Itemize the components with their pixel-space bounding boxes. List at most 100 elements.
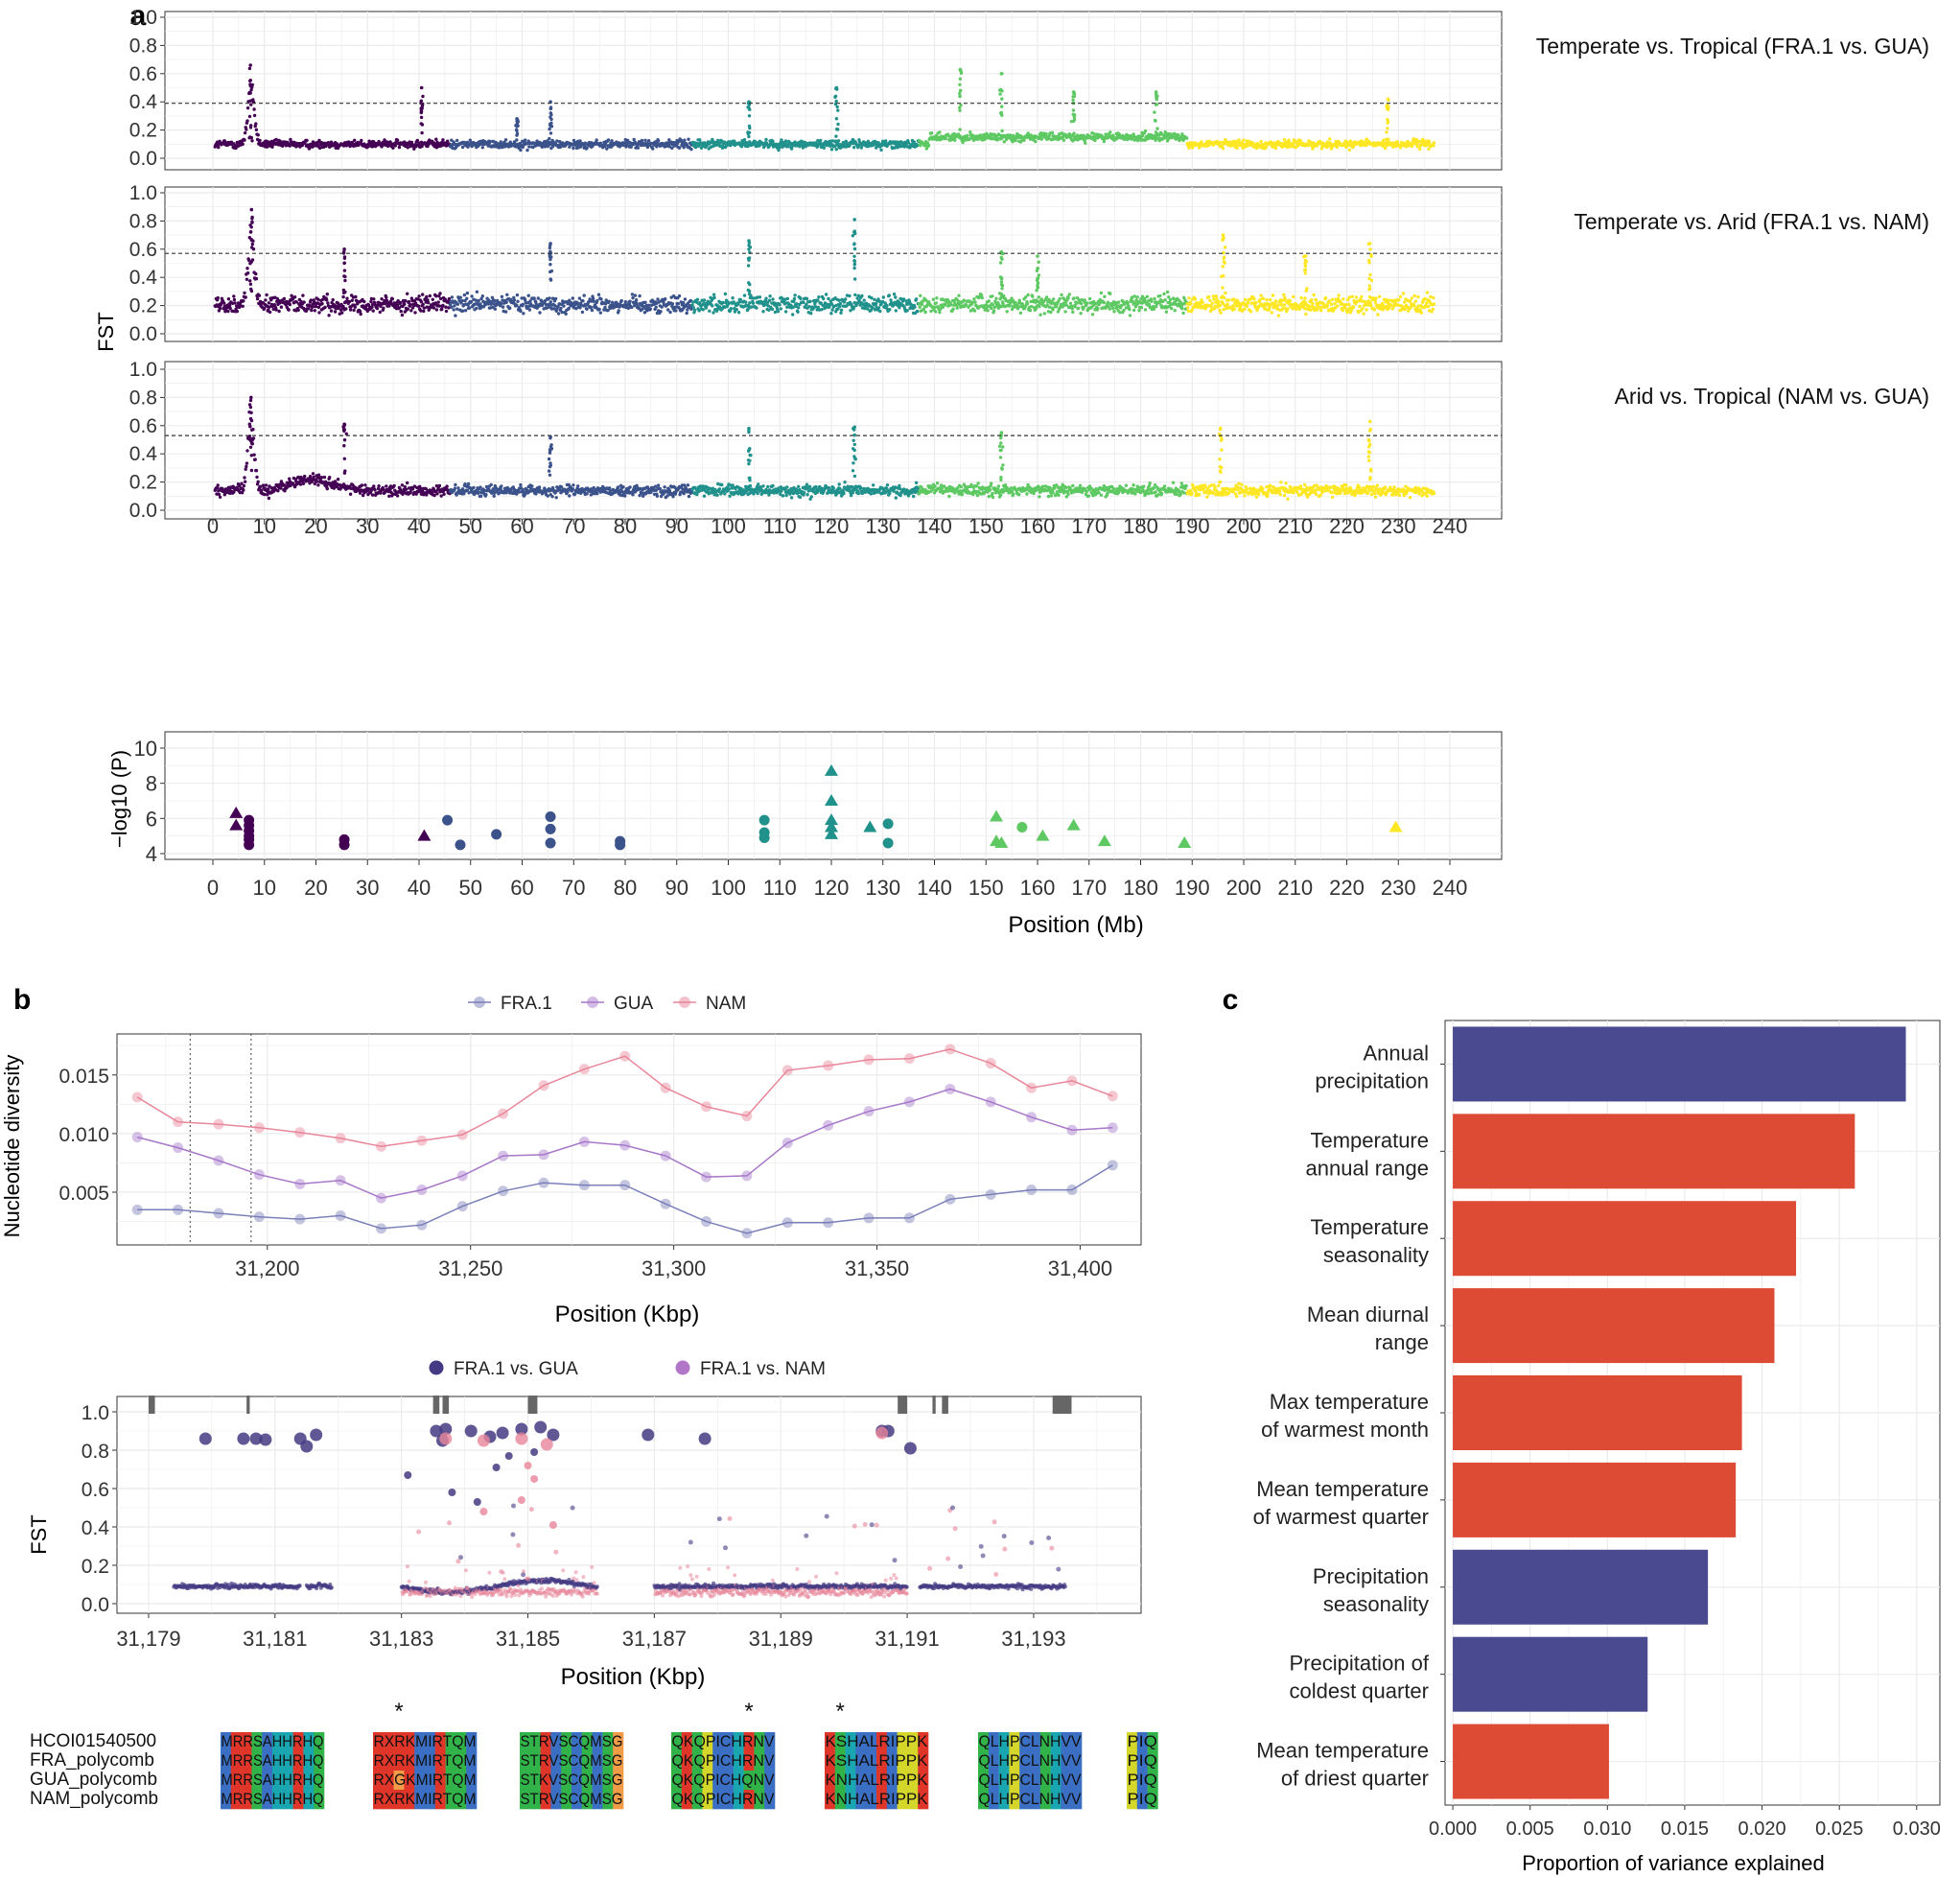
fst-peak-point — [852, 259, 857, 264]
fst-peak-point — [1000, 283, 1005, 288]
fst-point — [628, 299, 632, 303]
fst-peak-max — [958, 67, 963, 72]
fst-point — [1212, 297, 1216, 301]
fst-point — [500, 294, 504, 298]
fst-point — [245, 449, 249, 453]
fst-peak-max — [747, 239, 751, 243]
fst-point — [1193, 297, 1198, 301]
fst-point — [1235, 143, 1239, 147]
fst-point — [1085, 301, 1089, 305]
fst-point — [493, 298, 497, 303]
fst-point — [516, 299, 520, 303]
fst-point — [398, 300, 403, 305]
fst-point — [1139, 306, 1144, 310]
fst-point — [1328, 299, 1332, 303]
fst-point — [1128, 307, 1132, 312]
fst-point — [580, 310, 585, 315]
fst-peak-point — [747, 114, 752, 118]
fst-peak-point — [853, 231, 857, 236]
fst-point — [862, 298, 866, 302]
fst-peak-point — [548, 246, 552, 250]
fst-point — [323, 305, 327, 310]
fst-point — [1016, 305, 1020, 309]
fst-point — [1028, 308, 1033, 313]
fst-peak-point — [342, 261, 346, 266]
fst-point — [1273, 146, 1278, 151]
fst-point — [272, 303, 276, 307]
fst-point — [712, 293, 716, 296]
fst-point — [241, 142, 245, 146]
fst-point — [1280, 298, 1285, 302]
fst-point — [666, 308, 670, 312]
fst-point — [1068, 301, 1073, 305]
fst-point — [742, 138, 747, 142]
fst-peak-point — [342, 256, 347, 260]
fst-peak-point — [747, 292, 752, 296]
fst-point — [508, 140, 512, 144]
fst-point — [597, 307, 601, 312]
fst-point — [1137, 309, 1141, 313]
fst-point — [951, 307, 955, 311]
fst-point — [1135, 295, 1139, 299]
fst-point — [244, 295, 247, 299]
fst-point — [1042, 312, 1047, 316]
fst-point — [834, 148, 838, 152]
fst-point — [1314, 298, 1318, 302]
fst-point — [1432, 295, 1435, 300]
fst-point — [844, 297, 848, 301]
fst-peak-point — [1366, 258, 1371, 263]
fst-point — [1337, 293, 1341, 297]
fst-point — [311, 305, 315, 309]
fst-point — [274, 137, 278, 142]
fst-point — [664, 297, 667, 301]
fst-peak-point — [248, 79, 252, 83]
fst-point — [1243, 307, 1247, 311]
fst-point — [1259, 139, 1263, 144]
fst-point — [646, 139, 651, 143]
fst-point — [406, 146, 409, 150]
fst-point — [807, 305, 811, 309]
fst-point — [1075, 301, 1079, 305]
fst-point — [992, 305, 996, 310]
fst-peak-point — [420, 106, 424, 110]
fst-point — [1288, 299, 1293, 303]
fst-point — [264, 483, 268, 487]
fst-point — [755, 306, 758, 310]
fst-point — [1428, 140, 1432, 144]
fst-point — [1117, 132, 1122, 136]
fst-point — [729, 307, 733, 311]
fst-point — [923, 310, 927, 315]
fst-point — [991, 294, 994, 298]
fst-point — [630, 293, 635, 296]
fst-peak-point — [1000, 134, 1005, 139]
fst-point — [822, 296, 826, 301]
fst-point — [567, 306, 571, 311]
fst-point — [630, 305, 634, 310]
fst-point — [792, 299, 796, 304]
fst-point — [860, 293, 864, 298]
fst-peak-point — [420, 123, 425, 127]
fst-point — [391, 146, 395, 150]
fst-point — [994, 296, 998, 300]
y-tick-label: 0.4 — [129, 267, 158, 289]
fst-point — [808, 299, 812, 303]
fst-peak-point — [1036, 285, 1039, 289]
fst-point — [876, 306, 881, 310]
fst-point — [1083, 298, 1086, 302]
fst-point — [894, 295, 898, 299]
fst-point — [571, 296, 574, 300]
fst-point — [1170, 306, 1174, 311]
fst-point — [505, 293, 509, 296]
fst-peak-point — [836, 108, 840, 112]
fst-point — [335, 142, 339, 146]
fst-point — [1062, 138, 1066, 142]
fst-peak-point — [1222, 236, 1225, 240]
fst-point — [1180, 132, 1184, 136]
fst-point — [480, 146, 484, 150]
fst-point — [687, 137, 690, 141]
fst-point — [1245, 304, 1249, 309]
fst-point — [1328, 137, 1332, 141]
fst-point — [475, 290, 479, 293]
fst-point — [254, 271, 258, 276]
fst-point — [1298, 139, 1303, 143]
